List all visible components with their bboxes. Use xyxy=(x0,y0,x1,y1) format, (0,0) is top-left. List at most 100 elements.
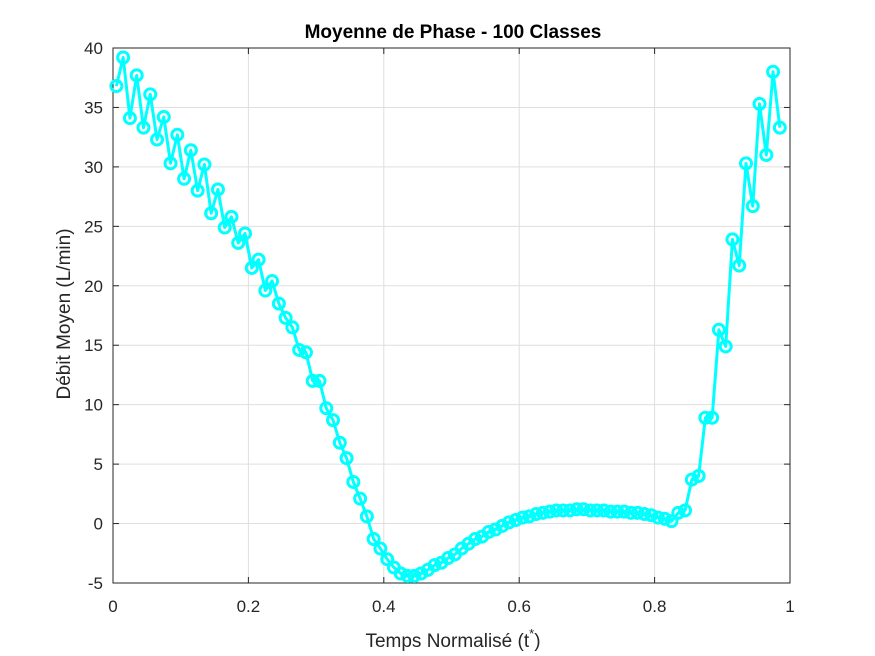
data-point-marker xyxy=(738,156,753,171)
data-point-marker xyxy=(407,568,422,583)
data-point-marker xyxy=(305,373,320,388)
x-tick-label: 0.6 xyxy=(507,597,531,616)
data-point-marker xyxy=(163,156,178,171)
data-point-marker xyxy=(197,157,212,172)
y-axis-label: Débit Moyen (L/min) xyxy=(54,228,75,399)
data-point-marker xyxy=(610,504,625,519)
y-tick-label: 40 xyxy=(84,39,103,58)
data-point-marker xyxy=(326,413,341,428)
data-point-marker xyxy=(664,514,679,529)
data-point-marker xyxy=(285,320,300,335)
data-point-marker xyxy=(150,132,165,147)
data-point-marker xyxy=(705,410,720,425)
data-point-marker xyxy=(359,509,374,524)
x-tick-label: 0.8 xyxy=(643,597,667,616)
data-point-marker xyxy=(251,252,266,267)
data-point-marker xyxy=(684,472,699,487)
data-point-marker xyxy=(644,508,659,523)
data-point-marker xyxy=(678,503,693,518)
data-point-marker xyxy=(745,199,760,214)
data-point-marker xyxy=(183,143,198,158)
data-point-marker xyxy=(623,505,638,520)
data-point-marker xyxy=(759,148,774,162)
data-point-marker xyxy=(143,87,158,102)
data-point-marker xyxy=(298,345,313,360)
data-point-marker xyxy=(265,274,280,289)
data-point-marker xyxy=(603,504,618,519)
data-point-marker xyxy=(535,505,550,520)
data-point-marker xyxy=(319,401,334,416)
x-tick-label: 0.4 xyxy=(372,597,396,616)
data-point-marker xyxy=(772,120,787,135)
data-point-marker xyxy=(271,296,286,311)
data-point-marker xyxy=(244,260,259,275)
data-point-marker xyxy=(732,258,747,273)
data-point-marker xyxy=(752,96,767,111)
data-point-marker xyxy=(366,532,381,547)
data-point-marker xyxy=(529,507,544,522)
data-point-marker xyxy=(515,510,530,525)
data-point-marker xyxy=(542,504,557,519)
data-point-marker xyxy=(569,502,584,517)
grid-lines xyxy=(112,47,791,584)
y-tick-label: 0 xyxy=(94,515,103,534)
data-point-marker xyxy=(441,551,456,566)
x-tick-labels: 0 0.2 0.4 0.6 0.8 1 xyxy=(108,597,794,616)
data-point-marker xyxy=(650,510,665,525)
data-point-marker xyxy=(204,206,219,221)
y-tick-label: 25 xyxy=(84,217,103,236)
data-point-marker xyxy=(231,235,246,250)
data-point-marker xyxy=(562,503,577,518)
data-point-marker xyxy=(373,541,388,556)
y-tick-label: 20 xyxy=(84,277,103,296)
data-point-marker xyxy=(224,209,239,224)
data-point-marker xyxy=(400,568,415,583)
data-point-marker xyxy=(339,451,354,466)
data-point-marker xyxy=(488,522,503,537)
x-axis-label-suffix: ) xyxy=(534,631,540,652)
data-point-marker xyxy=(725,232,740,247)
y-tick-label: 35 xyxy=(84,98,103,117)
data-point-marker xyxy=(116,50,131,65)
data-point-marker xyxy=(718,339,733,354)
chart-title: Moyenne de Phase - 100 Classes xyxy=(305,22,602,43)
data-point-marker xyxy=(177,171,192,186)
y-tick-label: 30 xyxy=(84,158,103,177)
data-point-marker xyxy=(522,509,537,524)
data-point-marker xyxy=(691,469,706,483)
data-point-marker xyxy=(468,532,483,547)
data-point-marker xyxy=(156,109,171,124)
data-point-marker xyxy=(109,79,124,94)
data-point-marker xyxy=(502,515,517,530)
data-point-marker xyxy=(630,505,645,520)
y-tick-label: 15 xyxy=(84,336,103,355)
x-tick-label: 0 xyxy=(108,597,117,616)
y-tick-label: 5 xyxy=(94,455,103,474)
data-point-marker xyxy=(556,503,571,518)
data-series xyxy=(109,50,787,583)
data-point-marker xyxy=(657,511,672,526)
plot-area-border xyxy=(112,47,791,584)
data-point-marker xyxy=(136,120,151,135)
data-point-marker xyxy=(766,64,781,79)
data-point-marker xyxy=(711,322,726,337)
data-point-marker xyxy=(122,111,137,126)
data-point-marker xyxy=(332,435,347,450)
data-point-marker xyxy=(414,566,429,581)
data-point-marker xyxy=(170,127,185,142)
data-point-marker xyxy=(210,182,225,197)
data-point-marker xyxy=(671,505,686,520)
data-point-marker xyxy=(278,310,293,325)
data-point-marker xyxy=(190,183,205,198)
data-point-marker xyxy=(427,558,442,573)
x-axis-label: Temps Normalisé (t*) xyxy=(365,626,540,652)
x-tick-label: 0.2 xyxy=(237,597,261,616)
data-point-marker xyxy=(637,507,652,522)
data-point-marker xyxy=(258,283,273,298)
data-point-marker xyxy=(353,491,368,506)
x-axis-label-superscript: * xyxy=(529,626,534,641)
data-point-marker xyxy=(590,503,605,518)
data-point-marker xyxy=(238,226,253,241)
